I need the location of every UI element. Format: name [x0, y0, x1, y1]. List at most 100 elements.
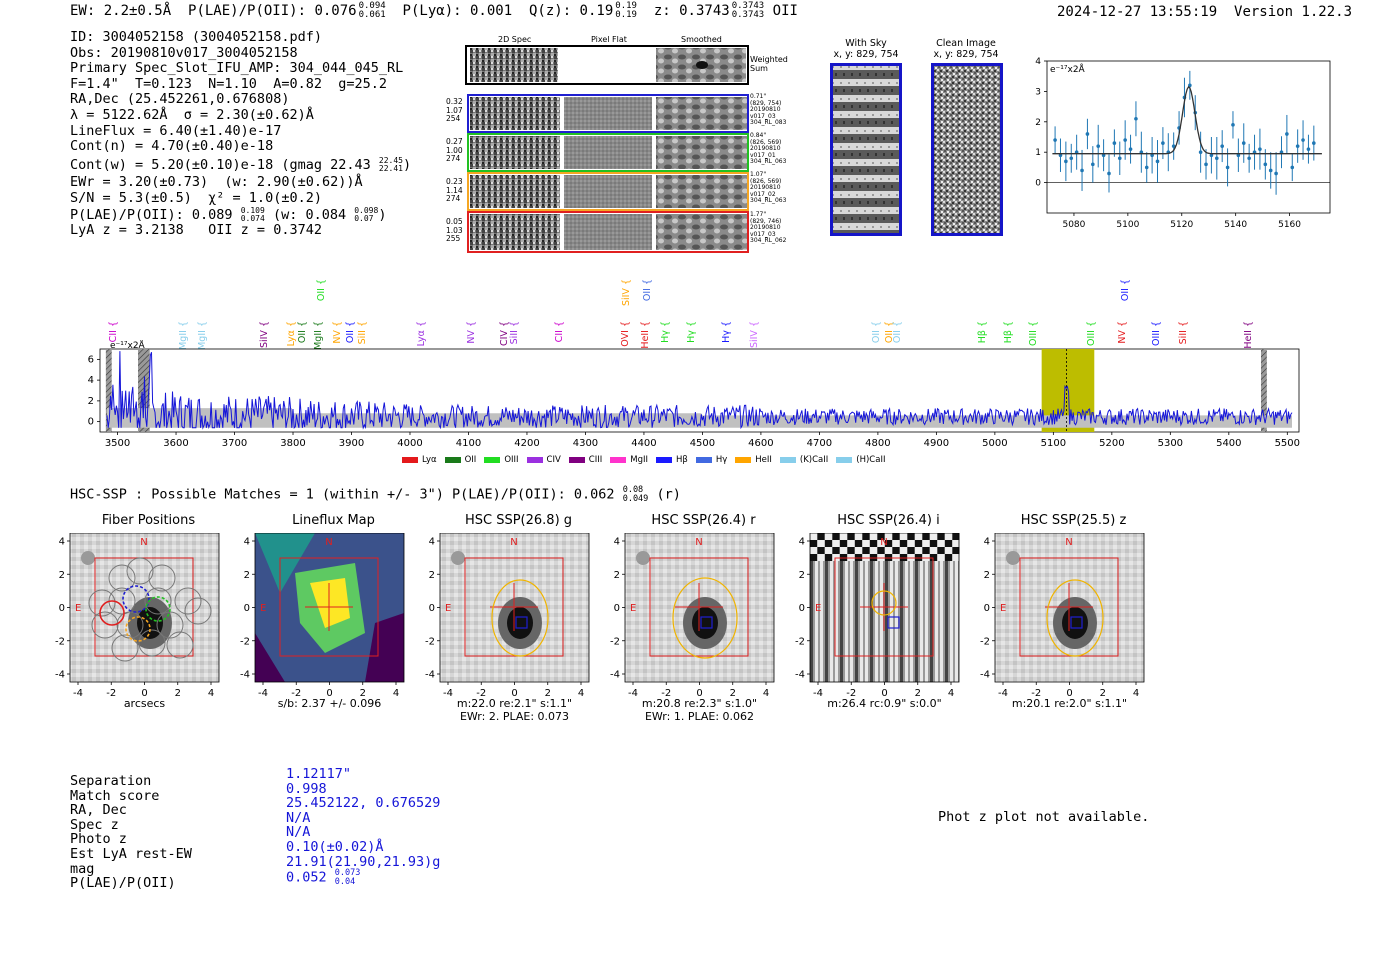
source-core [692, 607, 718, 639]
east-label: E [1000, 603, 1006, 614]
hsc-ytick: 4 [799, 537, 805, 548]
hsc-ytick: 4 [59, 537, 65, 548]
fiber-circle [88, 589, 116, 617]
hsc-match-line: HSC-SSP : Possible Matches = 1 (within +… [70, 486, 681, 503]
hsc-ytick: 0 [614, 603, 620, 614]
line-fit-ytick-label: 4 [1035, 57, 1041, 67]
match-value: 0.998 [286, 780, 327, 797]
info-line: F=1.4" T=0.123 N=1.10 A=0.82 g=25.2 [70, 75, 387, 92]
match-plae-lo: 0.04 [334, 876, 356, 887]
spectrum-line-label: OII { [1119, 279, 1131, 302]
clean-image-xy: x, y: 829, 754 [933, 49, 999, 60]
hsc-ytick: 2 [429, 570, 435, 581]
spectrum-xtick-label: 4800 [865, 438, 890, 449]
hsc-xtick: 0 [696, 688, 702, 699]
spectrum-xtick-label: 4500 [690, 438, 715, 449]
hsc-ytick: 0 [59, 603, 65, 614]
match-value: 25.452122, 0.676529 [286, 795, 441, 812]
line-fit-xtick-label: 5100 [1116, 220, 1139, 230]
hsc-panel-xlabel2: EWr: 2. PLAE: 0.073 [459, 710, 570, 723]
line-fit-point [1123, 138, 1127, 142]
line-fit-point [1128, 147, 1133, 151]
line-fit-point [1096, 144, 1101, 148]
match-value: 21.91(21.90,21.93)g [286, 853, 441, 870]
info-line: ID: 3004052158 (3004052158.pdf) [70, 29, 322, 45]
info-plae-hi: 0.109 [240, 205, 265, 215]
line-fit-ytick-label: 3 [1035, 87, 1041, 97]
header-timestamp-version: 2024-12-27 13:55:19 Version 1.22.3 [1057, 4, 1352, 20]
line-fit-point [1091, 162, 1095, 167]
spectrum-xtick-label: 4200 [514, 438, 539, 449]
spectrum-ytick-label: 6 [88, 354, 94, 365]
hsc-panel-title: Fiber Positions [101, 513, 196, 528]
line-fit-xtick-label: 5080 [1062, 220, 1085, 230]
hsc-ytick: 2 [59, 570, 65, 581]
aperture-box [464, 557, 564, 657]
clean-image-title: Clean Image x, y: 829, 754 [922, 38, 1010, 60]
spectrum-xtick-label: 4900 [924, 438, 949, 449]
spectrum-legend-swatch [402, 457, 418, 463]
info-plae-w: (w: 0.084 [272, 206, 347, 223]
info-block: ID: 3004052158 (3004052158.pdf) Obs: 201… [70, 29, 412, 239]
info-plae: P(LAE)/P(OII): 0.089 0.109 0.074 (w: 0.08… [70, 205, 411, 224]
cutout-header-2dspec: 2D Spec [498, 35, 532, 44]
with-sky-image [830, 63, 902, 236]
spectrum-xtick-label: 4700 [807, 438, 832, 449]
line-fit-point [1258, 147, 1262, 151]
match-box [1070, 616, 1083, 629]
spectrum-legend-swatch [656, 457, 673, 463]
cutout-header-pixelflat: Pixel Flat [591, 35, 627, 44]
spectrum-line-label: OII { [316, 279, 328, 302]
match-value-plae: 0.052 0.073 0.04 [286, 869, 440, 886]
hsc-xtick: -2 [846, 688, 856, 699]
hsc-xtick: 0 [141, 688, 147, 699]
line-fit-point [1053, 138, 1057, 142]
aperture-box [279, 557, 379, 657]
hsc-ytick: -4 [240, 670, 250, 681]
header-ew: EW: 2.2±0.5Å [70, 3, 172, 19]
line-fit-ylabel: e⁻¹⁷x2Å [1050, 63, 1086, 75]
source-core [1062, 607, 1088, 639]
spectrum-legend-label: Hγ [715, 455, 728, 465]
spectrum-xtick-label: 5300 [1158, 438, 1183, 449]
hsc-ytick: 0 [429, 603, 435, 614]
fiber-circle [166, 631, 194, 659]
hsc-xtick: 4 [208, 688, 214, 699]
spectrum-line [106, 351, 1293, 430]
source-ellipse [672, 577, 738, 659]
cutout-panel [465, 45, 749, 253]
line-fit-point [1080, 168, 1084, 173]
hsc-ytick: 2 [614, 570, 620, 581]
spectrum-xtick-label: 4100 [456, 438, 481, 449]
spectrum-legend-item: MgII [610, 455, 648, 465]
east-label: E [445, 603, 451, 614]
hsc-xtick: -2 [106, 688, 116, 699]
with-sky-xy: x, y: 829, 754 [833, 49, 899, 60]
hsc-ytick: -2 [55, 636, 65, 647]
header-summary: EW: 2.2±0.5Å P(LAE)/P(OII): 0.076 0.094 0.… [70, 2, 798, 20]
header-z-lo: 0.3743 [731, 10, 765, 20]
cutout-row-right: 0.84" (826, 569) 20190810 v017_01 304_RL… [750, 132, 787, 165]
fiber-circle [108, 564, 136, 592]
hsc-ytick: -4 [55, 670, 65, 681]
spectrum-ylabel: e⁻¹⁷x2Å [110, 340, 146, 351]
spectrum-xtick-label: 5100 [1041, 438, 1066, 449]
info-line: LineFlux = 6.40(±1.40)e-17 [70, 122, 282, 139]
north-label: N [695, 537, 702, 548]
match-labels: Separation Match score RA, Dec Spec z Ph… [70, 774, 192, 891]
info-contw-text: Cont(w) = 5.20(±0.10)e-18 (gmag 22.43 [70, 156, 371, 173]
cutout-row-left: 0.23 1.14 274 [446, 177, 463, 203]
spectrum-masked-region [105, 349, 112, 432]
spectrum-masked-region [1260, 349, 1267, 432]
match-label: RA, Dec [70, 802, 127, 819]
spectrum-legend-swatch [836, 457, 853, 463]
hsc-panel-title: HSC SSP(26.4) i [837, 513, 940, 528]
header-plae-hi: 0.094 [358, 1, 386, 11]
info-contw-end: ) [402, 156, 412, 173]
hsc-ytick: -4 [980, 670, 990, 681]
hsc-ytick: -2 [980, 636, 990, 647]
hsc-ytick: 2 [984, 570, 990, 581]
match-value: 1.12117" [286, 766, 352, 782]
spectrum-legend-label: OIII [504, 455, 519, 465]
header-z: z: 0.3743 [653, 3, 730, 19]
